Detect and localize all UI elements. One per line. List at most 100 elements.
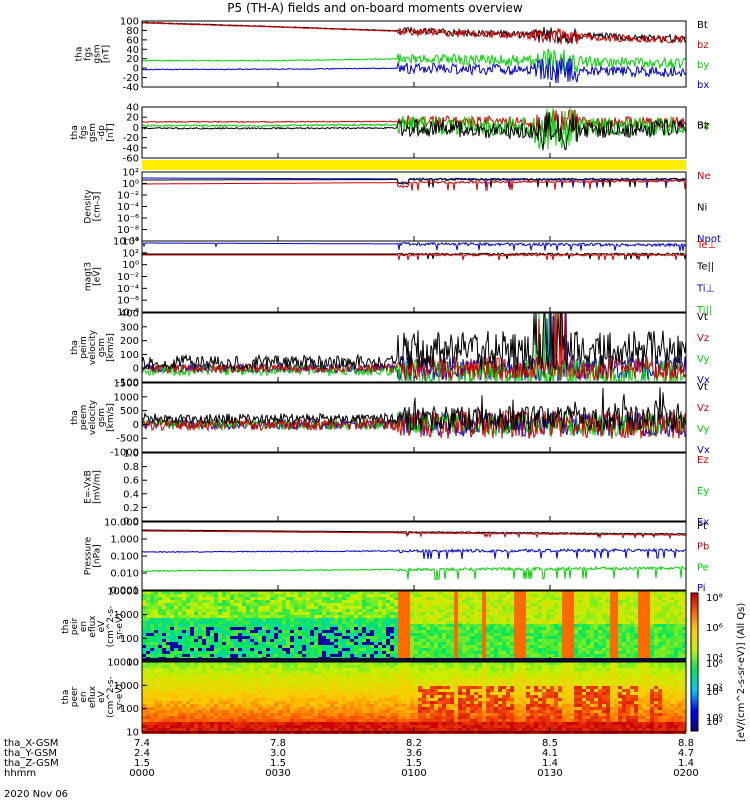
spectrogram-cell	[246, 654, 250, 657]
spectrogram-cell	[218, 651, 222, 654]
spectrogram-cell	[506, 627, 510, 630]
spectrogram-cell	[262, 662, 266, 665]
spectrogram-cell	[418, 621, 422, 624]
spectrogram-cell	[358, 606, 362, 609]
spectrogram-cell	[462, 591, 466, 594]
spectrogram-cell	[150, 677, 154, 680]
spectrogram-cell	[390, 725, 394, 728]
spectrogram-cell	[206, 597, 210, 600]
spectrogram-cell	[302, 624, 306, 627]
spectrogram-cell	[382, 642, 386, 645]
spectrogram-cell	[466, 636, 470, 639]
spectrogram-cell	[354, 651, 358, 654]
spectrogram-cell	[190, 695, 194, 698]
spectrogram-cell	[366, 594, 370, 597]
spectrogram-cell	[214, 707, 218, 710]
spectrogram-cell	[250, 639, 254, 642]
spectrogram-cell	[538, 600, 542, 603]
spectrogram-cell	[310, 615, 314, 618]
spectrogram-cell	[514, 627, 518, 630]
spectrogram-cell	[550, 621, 554, 624]
spectrogram-cell	[262, 621, 266, 624]
spectrogram-cell	[278, 689, 282, 692]
series-line-bz	[141, 22, 687, 45]
spectrogram-cell	[422, 639, 426, 642]
spectrogram-cell	[290, 651, 294, 654]
spectrogram-cell	[410, 689, 414, 692]
spectrogram-cell	[646, 615, 650, 618]
spectrogram-cell	[286, 624, 290, 627]
spectrogram-cell	[350, 609, 354, 612]
spectrogram-cell	[254, 710, 258, 713]
spectrogram-cell	[198, 648, 202, 651]
spectrogram-cell	[550, 594, 554, 597]
spectrogram-cell	[254, 636, 258, 639]
spectrogram-cell	[226, 662, 230, 665]
spectrogram-cell	[202, 654, 206, 657]
spectrogram-cell	[410, 651, 414, 654]
spectrogram-cell	[322, 680, 326, 683]
spectrogram-cell	[326, 716, 330, 719]
spectrogram-cell	[626, 648, 630, 651]
spectrogram-cell	[590, 621, 594, 624]
spectrogram-cell	[158, 686, 162, 689]
spectrogram-cell	[578, 606, 582, 609]
spectrogram-cell	[422, 668, 426, 671]
spectrogram-cell	[246, 722, 250, 725]
spectrogram-cell	[414, 695, 418, 698]
spectrogram-cell	[354, 701, 358, 704]
spectrogram-cell	[502, 648, 506, 651]
spectrogram-cell	[298, 680, 302, 683]
spectrogram-cell	[486, 639, 490, 642]
spectrogram-cell	[222, 692, 226, 695]
spectrogram-cell	[250, 615, 254, 618]
spectrogram-cell	[654, 651, 658, 654]
spectrogram-cell	[598, 609, 602, 612]
spectrogram-cell	[574, 654, 578, 657]
spectrogram-cell	[666, 597, 670, 600]
spectrogram-cell	[382, 719, 386, 722]
spectrogram-cell	[186, 606, 190, 609]
spectrogram-cell	[414, 618, 418, 621]
spectrogram-cell	[542, 636, 546, 639]
spectrogram-cell	[326, 606, 330, 609]
spectrogram-cell	[262, 671, 266, 674]
spectrogram-cell	[354, 680, 358, 683]
spectrogram-cell	[214, 597, 218, 600]
spectrogram-cell	[162, 722, 166, 725]
spectrogram-cell	[366, 597, 370, 600]
spectrogram-cell	[178, 633, 182, 636]
spectrogram-cell	[214, 719, 218, 722]
spectrogram-cell	[186, 707, 190, 710]
spectrogram-cell	[218, 594, 222, 597]
spectrogram-cell	[542, 591, 546, 594]
spectrogram-cell	[194, 639, 198, 642]
spectrogram-cell	[390, 686, 394, 689]
spectrogram-cell	[494, 636, 498, 639]
spectrogram-cell	[250, 630, 254, 633]
spectrogram-cell	[502, 603, 506, 606]
spectrogram-cell	[410, 710, 414, 713]
spectrogram-cell	[170, 668, 174, 671]
spectrogram-cell	[434, 609, 438, 612]
spectrogram-cell	[306, 594, 310, 597]
spectrogram-cell	[658, 597, 662, 600]
spectrogram-cell	[202, 639, 206, 642]
spectrogram-cell	[170, 713, 174, 716]
spectrogram-cell	[598, 639, 602, 642]
spectrogram-cell	[290, 683, 294, 686]
spectrogram-cell	[266, 645, 270, 648]
spectrogram-cell	[514, 624, 518, 627]
spectrogram-cell	[510, 612, 514, 615]
spectrogram-cell	[294, 633, 298, 636]
spectrogram-cell	[270, 612, 274, 615]
spectrogram-cell	[394, 636, 398, 639]
spectrogram-cell	[402, 701, 406, 704]
spectrogram-cell	[326, 630, 330, 633]
spectrogram-cell	[526, 594, 530, 597]
spectrogram-cell	[662, 642, 666, 645]
spectrogram-cell	[214, 648, 218, 651]
spectrogram-cell	[498, 627, 502, 630]
spectrogram-cell	[158, 719, 162, 722]
spectrogram-cell	[390, 668, 394, 671]
